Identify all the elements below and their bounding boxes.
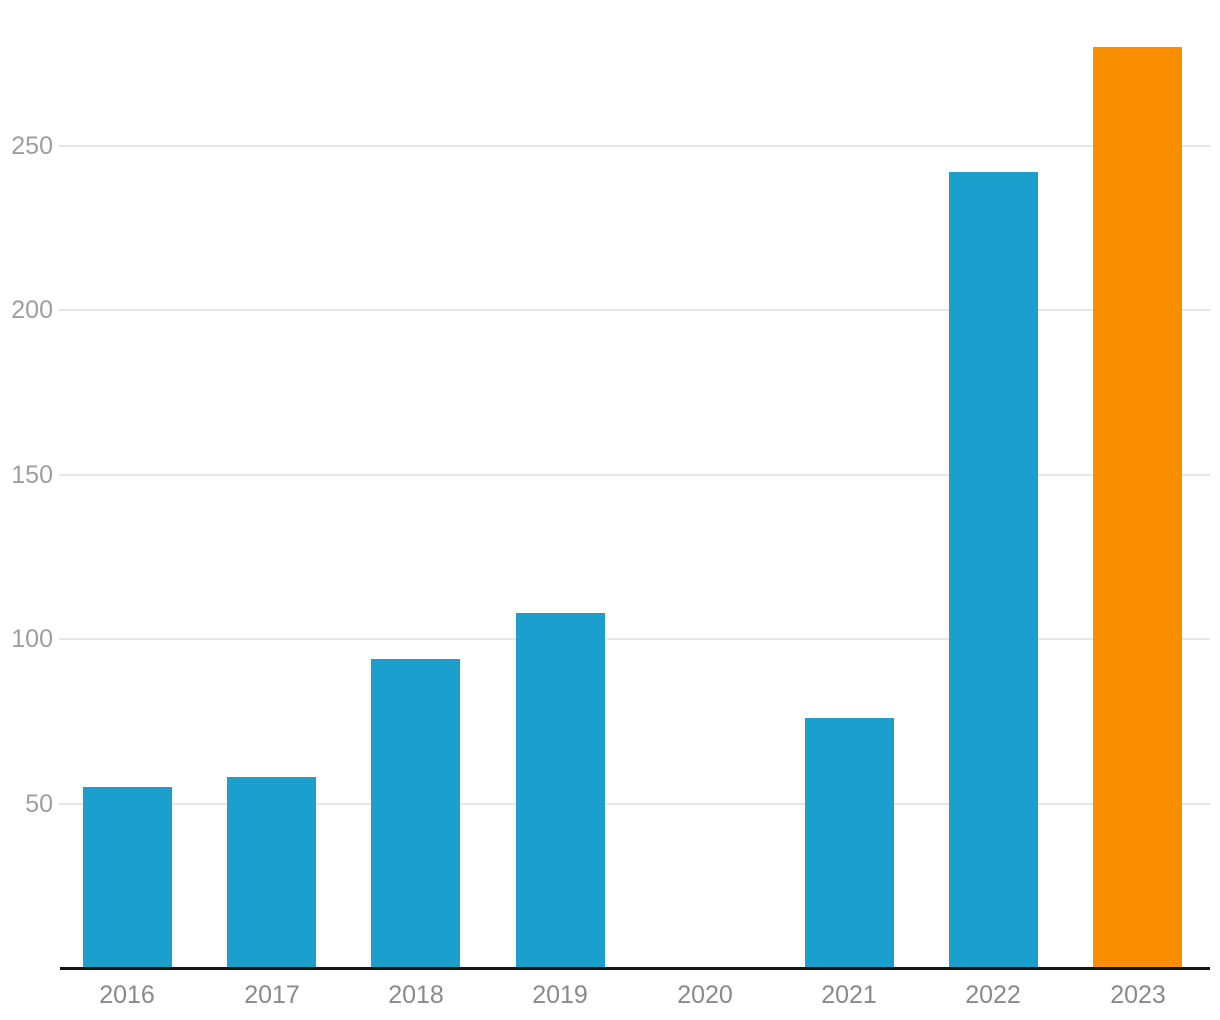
bar-2018 <box>371 659 460 968</box>
x-tick-label-2018: 2018 <box>388 981 444 1009</box>
y-tick-label-150: 150 <box>11 460 53 489</box>
gridline-50 <box>59 802 1210 805</box>
x-tick-label-2016: 2016 <box>99 981 155 1009</box>
gridline-150 <box>59 473 1210 476</box>
gridline-250 <box>59 144 1210 147</box>
bar-2019 <box>516 613 605 968</box>
x-tick-label-2021: 2021 <box>821 981 877 1009</box>
bar-2017 <box>227 777 316 968</box>
x-tick-label-2017: 2017 <box>244 981 300 1009</box>
y-tick-label-100: 100 <box>11 625 53 653</box>
bar-2021 <box>805 718 894 968</box>
y-tick-label-50: 50 <box>25 789 53 818</box>
gridline-100 <box>59 638 1210 640</box>
y-tick-label-250: 250 <box>11 131 53 160</box>
bar-2016 <box>83 787 172 968</box>
bar-2023 <box>1093 47 1182 968</box>
bar-2022 <box>949 172 1038 968</box>
x-tick-label-2023: 2023 <box>1110 981 1166 1009</box>
x-axis-line <box>60 967 1210 970</box>
x-tick-label-2022: 2022 <box>965 981 1021 1009</box>
y-tick-label-200: 200 <box>11 296 53 324</box>
gridline-200 <box>59 309 1210 311</box>
x-tick-label-2020: 2020 <box>677 981 733 1009</box>
x-tick-label-2019: 2019 <box>532 981 588 1009</box>
